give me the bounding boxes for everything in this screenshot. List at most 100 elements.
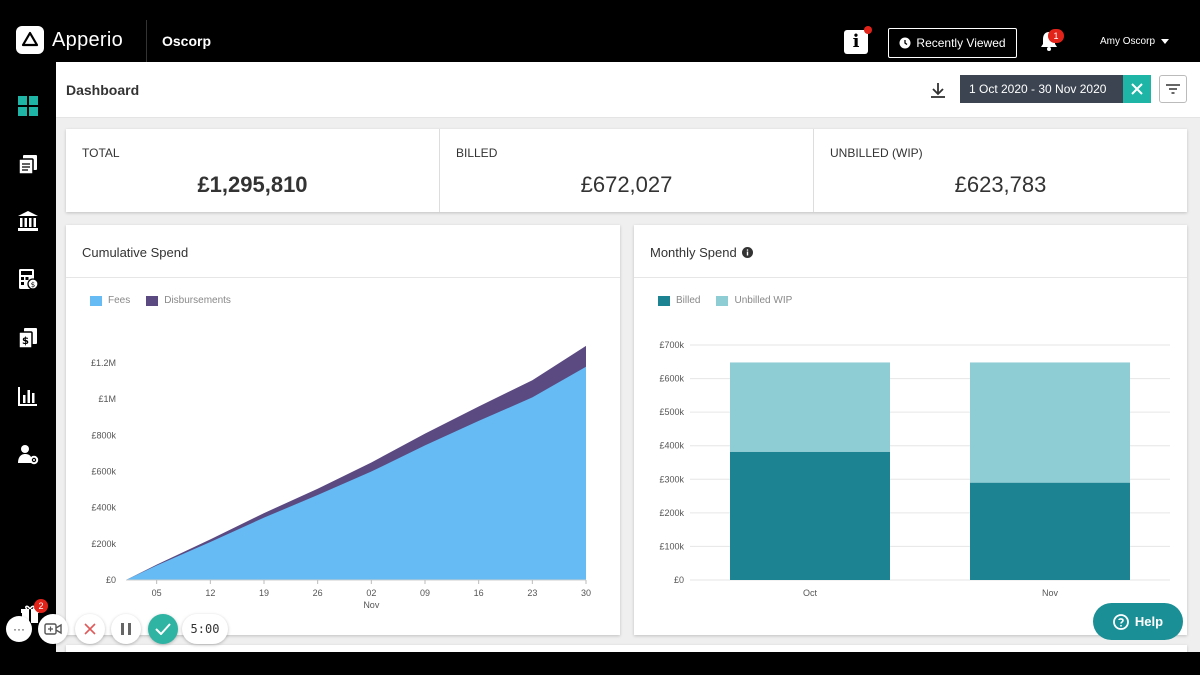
- recorder-cancel-button[interactable]: [75, 614, 105, 644]
- bar-unbilled: [730, 362, 890, 452]
- sidebar-item-bank[interactable]: [16, 209, 40, 233]
- cumulative-spend-card: Cumulative Spend Fees Disbursements £0 £2…: [66, 225, 620, 635]
- recorder-done-button[interactable]: [148, 614, 178, 644]
- clock-icon: [899, 37, 911, 49]
- y-tick-label: £0: [674, 575, 684, 585]
- y-tick-label: £1.2M: [91, 358, 116, 368]
- cumulative-spend-chart: £0 £200k £400k £600k £800k £1M £1.2M 05 12 19 26 02…: [91, 345, 591, 610]
- legend-label: Billed: [676, 295, 701, 306]
- x-tick-label: 12: [205, 588, 215, 598]
- apperio-logo-icon: [16, 26, 44, 54]
- gift-icon[interactable]: [20, 604, 40, 624]
- legend-item-unbilled[interactable]: Unbilled WIP: [716, 295, 792, 306]
- info-circle-icon[interactable]: [741, 247, 753, 258]
- legend-item-fees[interactable]: Fees: [90, 295, 130, 306]
- divider: [634, 277, 1187, 278]
- app-logo[interactable]: Apperio: [16, 26, 123, 54]
- card-title: Monthly Spend: [650, 245, 753, 260]
- invoices-icon: $: [18, 328, 37, 349]
- sidebar-item-dashboard[interactable]: [16, 94, 40, 118]
- y-tick-label: £200k: [91, 539, 116, 549]
- x-tick-label: 05: [152, 588, 162, 598]
- sidebar-item-documents[interactable]: [16, 152, 40, 176]
- sidebar-item-user-settings[interactable]: [16, 442, 40, 466]
- y-tick-label: £700k: [659, 340, 684, 350]
- monthly-title: Monthly Spend: [650, 245, 737, 260]
- calculator-icon: $: [19, 269, 39, 290]
- gift-count-badge: 2: [34, 599, 48, 613]
- y-tick-label: £500k: [659, 407, 684, 417]
- monthly-spend-chart: £0 £100k £200k £300k £400k £500k £600k £700k Oct…: [659, 340, 1170, 598]
- recorder-camera-button[interactable]: [38, 614, 68, 644]
- kpi-billed: BILLED £672,027: [440, 129, 814, 212]
- page-title: Dashboard: [66, 82, 140, 98]
- x-tick-label: 19: [259, 588, 269, 598]
- kpi-label: TOTAL: [82, 146, 120, 160]
- recently-viewed-button[interactable]: Recently Viewed: [888, 28, 1017, 58]
- legend-swatch: [658, 295, 670, 306]
- bar-unbilled: [970, 362, 1130, 483]
- filter-button[interactable]: [1159, 75, 1187, 103]
- sidebar-item-calculator[interactable]: $: [16, 267, 40, 291]
- recorder-pause-button[interactable]: [111, 614, 141, 644]
- y-tick-label: £0: [106, 575, 116, 585]
- kpi-label: BILLED: [456, 146, 498, 160]
- bar-chart-icon: [18, 387, 37, 406]
- card-title: Cumulative Spend: [82, 245, 188, 260]
- legend-swatch: [716, 295, 729, 306]
- more-icon: ···: [13, 622, 25, 636]
- x-tick-label: 30: [581, 588, 591, 598]
- recorder-more-button[interactable]: ···: [6, 616, 32, 642]
- legend-label: Fees: [108, 295, 131, 306]
- sidebar-item-invoices[interactable]: $: [16, 326, 40, 350]
- x-tick-label: 23: [527, 588, 537, 598]
- monthly-spend-card: Monthly Spend Billed Unbilled WIP £0 £100…: [634, 225, 1187, 635]
- kpi-value: £1,295,810: [197, 172, 308, 197]
- x-tick-label: Oct: [803, 588, 818, 598]
- kpi-summary: TOTAL £1,295,810 BILLED £672,027 UNBILLE…: [66, 129, 1187, 212]
- kpi-value: £623,783: [954, 172, 1047, 197]
- info-icon[interactable]: i: [844, 26, 872, 54]
- date-range-filter[interactable]: 1 Oct 2020 - 30 Nov 2020: [960, 75, 1123, 103]
- check-icon: [155, 623, 171, 635]
- chart-legend: Billed Unbilled WIP: [658, 295, 792, 306]
- kpi-unbilled: UNBILLED (WIP) £623,783: [814, 129, 1187, 212]
- x-tick-label: 26: [313, 588, 323, 598]
- legend-label: Unbilled WIP: [734, 295, 793, 306]
- sidebar-item-reports[interactable]: [16, 384, 40, 408]
- series-area-fees: [126, 366, 586, 580]
- pause-icon: [121, 623, 131, 635]
- legend-swatch: [146, 295, 159, 306]
- help-button[interactable]: Help: [1093, 603, 1183, 640]
- filter-icon: [1166, 84, 1180, 94]
- camera-off-icon: [44, 623, 62, 635]
- legend-item-disbursements[interactable]: Disbursements: [146, 295, 231, 306]
- dashboard-icon: [18, 96, 38, 116]
- kpi-value: £672,027: [580, 172, 673, 197]
- y-tick-label: £800k: [91, 430, 116, 440]
- y-tick-label: £600k: [659, 374, 684, 384]
- help-label: Help: [1134, 614, 1164, 629]
- user-name: Amy Oscorp: [1100, 36, 1156, 47]
- kpi-label: UNBILLED (WIP): [830, 146, 923, 160]
- svg-text:$: $: [31, 281, 35, 289]
- bank-icon: [18, 211, 38, 231]
- y-tick-label: £300k: [659, 474, 684, 484]
- bar-billed: [730, 451, 890, 580]
- x-month-label: Nov: [363, 600, 380, 610]
- user-settings-icon: [18, 445, 39, 465]
- close-icon: [84, 623, 96, 635]
- chart-legend: Fees Disbursements: [90, 295, 231, 306]
- x-tick-label: 02: [366, 588, 376, 598]
- next-card: [66, 645, 1187, 652]
- download-icon[interactable]: [928, 80, 948, 100]
- y-tick-label: £400k: [91, 503, 116, 513]
- cumulative-title: Cumulative Spend: [82, 245, 189, 260]
- org-name[interactable]: Oscorp: [162, 33, 212, 49]
- main-content: Dashboard 1 Oct 2020 - 30 Nov 2020 TOTAL…: [56, 62, 1200, 652]
- info-notification-dot: [864, 26, 872, 34]
- legend-item-billed[interactable]: Billed: [658, 295, 700, 306]
- app-name: Apperio: [52, 28, 124, 51]
- clear-date-button[interactable]: [1123, 75, 1151, 103]
- user-menu[interactable]: Amy Oscorp: [1100, 36, 1170, 47]
